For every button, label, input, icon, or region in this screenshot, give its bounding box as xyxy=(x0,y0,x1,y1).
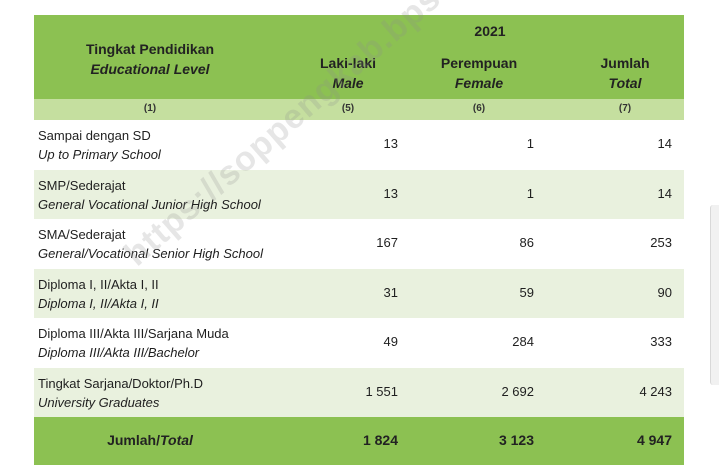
table-row: SMP/Sederajat General Vocational Junior … xyxy=(34,169,684,219)
row-label: SMP/Sederajat General Vocational Junior … xyxy=(38,177,261,212)
footer-label: Jumlah/Total xyxy=(107,432,193,448)
header-educational-level: Tingkat Pendidikan Educational Level xyxy=(85,41,215,77)
cell-female: 2 692 xyxy=(501,383,534,399)
education-table: Tingkat Pendidikan Educational Level 202… xyxy=(34,15,684,465)
cell-female: 59 xyxy=(519,284,534,300)
column-number-row: (1) (5) (6) (7) xyxy=(34,99,684,120)
cell-total: 333 xyxy=(650,334,672,349)
cell-total: 14 xyxy=(657,136,672,151)
scrollbar[interactable] xyxy=(710,205,719,385)
cell-male: 13 xyxy=(383,136,398,151)
cell-total: 4 243 xyxy=(639,383,672,399)
row-label: SMA/Sederajat General/Vocational Senior … xyxy=(38,227,263,261)
cell-male: 1 551 xyxy=(365,383,398,399)
column-number: (1) xyxy=(143,103,157,114)
cell-male: 31 xyxy=(383,284,398,300)
column-number: (5) xyxy=(341,103,355,114)
row-label: Sampai dengan SD Up to Primary School xyxy=(38,128,161,162)
table-header: Tingkat Pendidikan Educational Level 202… xyxy=(34,15,684,99)
cell-female: 284 xyxy=(512,334,534,349)
column-number: (7) xyxy=(618,103,632,114)
header-female: Perempuan Female xyxy=(440,55,518,91)
footer-total: 4 947 xyxy=(636,432,672,448)
table-row: Sampai dengan SD Up to Primary School 13… xyxy=(34,120,684,170)
cell-total: 253 xyxy=(650,235,672,250)
header-year: 2021 xyxy=(474,23,506,39)
footer-male: 1 824 xyxy=(362,432,398,448)
footer-female: 3 123 xyxy=(498,432,534,448)
cell-male: 49 xyxy=(383,334,398,349)
table-row: Diploma I, II/Akta I, II Diploma I, II/A… xyxy=(34,268,684,318)
cell-total: 90 xyxy=(657,284,672,300)
table-row: Tingkat Sarjana/Doktor/Ph.D University G… xyxy=(34,367,684,417)
cell-female: 1 xyxy=(526,185,534,201)
row-label: Diploma III/Akta III/Sarjana Muda Diplom… xyxy=(38,326,229,360)
table-footer-total: Jumlah/Total 1 824 3 123 4 947 xyxy=(34,417,684,465)
cell-female: 86 xyxy=(519,235,534,250)
row-label: Diploma I, II/Akta I, II Diploma I, II/A… xyxy=(38,276,159,311)
cell-female: 1 xyxy=(526,136,534,151)
header-male: Laki-laki Male xyxy=(319,55,377,91)
table-row: SMA/Sederajat General/Vocational Senior … xyxy=(34,219,684,269)
column-number: (6) xyxy=(472,103,486,114)
table-row: Diploma III/Akta III/Sarjana Muda Diplom… xyxy=(34,318,684,368)
header-total: Jumlah Total xyxy=(600,55,650,91)
cell-male: 167 xyxy=(376,235,398,250)
row-label: Tingkat Sarjana/Doktor/Ph.D University G… xyxy=(38,375,203,410)
cell-male: 13 xyxy=(383,185,398,201)
cell-total: 14 xyxy=(657,185,672,201)
